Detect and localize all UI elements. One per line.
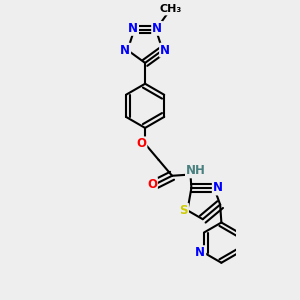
Text: N: N: [195, 246, 205, 259]
Text: CH₃: CH₃: [160, 4, 182, 14]
Text: N: N: [160, 44, 170, 57]
Text: S: S: [179, 204, 188, 217]
Text: N: N: [120, 44, 130, 57]
Text: O: O: [136, 137, 146, 150]
Text: O: O: [147, 178, 157, 191]
Text: N: N: [128, 22, 138, 35]
Text: N: N: [152, 22, 162, 35]
Text: N: N: [213, 182, 223, 194]
Text: NH: NH: [186, 164, 206, 177]
